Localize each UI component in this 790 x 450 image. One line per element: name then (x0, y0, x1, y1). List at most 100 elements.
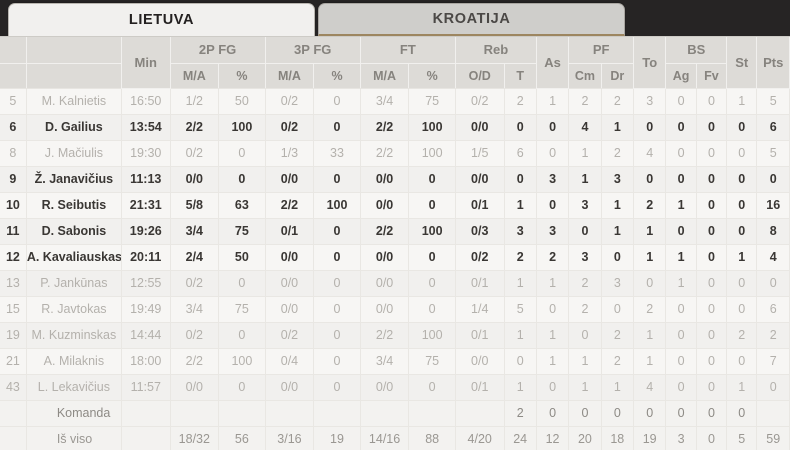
table-row[interactable]: 13 P. Jankūnas 12:55 0/2 0 0/0 0 0/0 0 0/1 1 1 2 3 0 1 0… (0, 270, 790, 297)
subheader-3pfg-pct[interactable]: % (313, 63, 361, 89)
stat-cell: 2 (601, 140, 635, 167)
stat-cell: 3 (536, 218, 570, 245)
player-name[interactable]: D. Gailius (26, 114, 122, 141)
header-to[interactable]: To (633, 37, 667, 89)
stat-cell: 0 (313, 348, 361, 375)
tab-lietuva[interactable]: LIETUVA (8, 3, 315, 36)
subheader-bs-fv[interactable]: Fv (696, 63, 728, 89)
stat-cell: 100 (408, 140, 456, 167)
stat-cell: 1 (504, 374, 537, 401)
stat-cell: 2 (504, 400, 537, 427)
table-row[interactable]: 43 L. Lekavičius 11:57 0/0 0 0/0 0 0/0 0 0/1 1 0 1 1 4… (0, 374, 790, 401)
table-row[interactable]: 12 A. Kavaliauskas 20:11 2/4 50 0/0 0 0/0 0 0/2 2 2… (0, 244, 790, 271)
stat-cell: 0 (665, 140, 697, 167)
player-number: 15 (0, 296, 27, 323)
stat-cell: 0 (408, 244, 456, 271)
table-row[interactable]: 11 D. Sabonis 19:26 3/4 75 0/1 0 2/2 100 0/3 3 3 0 1 1… (0, 218, 790, 245)
subheader-pf-dr[interactable]: Dr (601, 63, 635, 89)
player-name[interactable]: Ž. Janavičius (26, 166, 122, 193)
table-row[interactable]: 9 Ž. Janavičius 11:13 0/0 0 0/0 0 0/0 0 0/0 0 3 1 3 0 0… (0, 166, 790, 193)
player-name[interactable]: L. Lekavičius (26, 374, 122, 401)
table-row[interactable]: 5 M. Kalnietis 16:50 1/2 50 0/2 0 3/4 75 0/2 2 1 2 2 3… (0, 88, 790, 115)
stat-cell: 0 (218, 374, 266, 401)
stat-cell: 2 (568, 296, 602, 323)
stat-cell: 0 (696, 270, 728, 297)
stat-cell: 20 (568, 426, 602, 450)
player-number (0, 426, 27, 450)
stat-cell: 3 (504, 218, 537, 245)
stat-cell: 1 (504, 270, 537, 297)
table-row[interactable]: 10 R. Seibutis 21:31 5/8 63 2/2 100 0/0 0 0/1 1 0 3 1… (0, 192, 790, 219)
player-number: 13 (0, 270, 27, 297)
stat-cell: 100 (218, 348, 266, 375)
player-name[interactable]: M. Kalnietis (26, 88, 122, 115)
stat-cell: 1/5 (455, 140, 505, 167)
player-name[interactable]: R. Seibutis (26, 192, 122, 219)
header-ft[interactable]: FT (360, 37, 456, 64)
player-number: 6 (0, 114, 27, 141)
player-number: 10 (0, 192, 27, 219)
stat-cell: 0 (313, 270, 361, 297)
header-min[interactable]: Min (121, 37, 171, 89)
header-2pfg[interactable]: 2P FG (170, 37, 266, 64)
table-row[interactable]: 21 A. Milaknis 18:00 2/2 100 0/4 0 3/4 75 0/0 0 1 1 2… (0, 348, 790, 375)
subheader-reb-od[interactable]: O/D (455, 63, 505, 89)
tab-kroatija[interactable]: KROATIJA (318, 3, 625, 36)
stat-cell: 59 (756, 426, 790, 450)
table-body: 5 M. Kalnietis 16:50 1/2 50 0/2 0 3/4 75 0/2 2 1 2 2 3… (0, 88, 790, 450)
header-reb[interactable]: Reb (455, 37, 537, 64)
subheader-2pfg-pct[interactable]: % (218, 63, 266, 89)
player-number: 8 (0, 140, 27, 167)
player-name[interactable]: D. Sabonis (26, 218, 122, 245)
team-row: Komanda 2 0 0 0 0 0 0 0 (0, 400, 790, 427)
subheader-number-blank (0, 63, 27, 89)
stat-cell: 75 (408, 88, 456, 115)
stat-cell: 12 (536, 426, 570, 450)
table-row[interactable]: 19 M. Kuzminskas 14:44 0/2 0 0/2 0 2/2 100 0/1 1 1 0… (0, 322, 790, 349)
stat-cell: 0 (665, 88, 697, 115)
stat-cell: 0/1 (455, 270, 505, 297)
stat-cell: 2 (536, 244, 570, 271)
table-row[interactable]: 8 J. Mačiulis 19:30 0/2 0 1/3 33 2/2 100 1/5 6 0 1 2 4… (0, 140, 790, 167)
stat-cell: 0 (408, 374, 456, 401)
subheader-2pfg-ma[interactable]: M/A (170, 63, 220, 89)
stat-cell: 100 (313, 192, 361, 219)
table-row[interactable]: 6 D. Gailius 13:54 2/2 100 0/2 0 2/2 100 0/0 0 0 4 1 0… (0, 114, 790, 141)
stat-cell: 0 (408, 192, 456, 219)
subheader-pf-cm[interactable]: Cm (568, 63, 602, 89)
player-name[interactable]: A. Milaknis (26, 348, 122, 375)
stat-cell: 0 (218, 322, 266, 349)
header-pf[interactable]: PF (568, 37, 634, 64)
player-name[interactable]: J. Mačiulis (26, 140, 122, 167)
stat-cell: 0 (408, 296, 456, 323)
subheader-ft-ma[interactable]: M/A (360, 63, 410, 89)
table-row[interactable]: 15 R. Javtokas 19:49 3/4 75 0/0 0 0/0 0 1/4 5 0 2 0 2 0… (0, 296, 790, 323)
player-name[interactable]: M. Kuzminskas (26, 322, 122, 349)
header-3pfg[interactable]: 3P FG (265, 37, 361, 64)
stat-cell: 2/4 (170, 244, 220, 271)
player-name[interactable]: P. Jankūnas (26, 270, 122, 297)
subheader-reb-t[interactable]: T (504, 63, 537, 89)
header-st[interactable]: St (726, 37, 758, 89)
stat-cell: 0 (726, 348, 758, 375)
stat-cell: 0/2 (455, 244, 505, 271)
row-label: Iš viso (26, 426, 122, 450)
header-as[interactable]: As (536, 37, 570, 89)
stat-cell: 0 (313, 88, 361, 115)
stat-cell: 0 (536, 374, 570, 401)
stat-cell (121, 426, 171, 450)
stat-cell: 5 (756, 140, 790, 167)
stat-cell: 2 (756, 322, 790, 349)
stat-cell: 2/2 (360, 218, 410, 245)
subheader-bs-ag[interactable]: Ag (665, 63, 697, 89)
stat-cell: 1 (726, 88, 758, 115)
player-name[interactable]: R. Javtokas (26, 296, 122, 323)
subheader-ft-pct[interactable]: % (408, 63, 456, 89)
header-bs[interactable]: BS (665, 37, 728, 64)
player-name[interactable]: A. Kavaliauskas (26, 244, 122, 271)
stat-cell: 0/2 (455, 88, 505, 115)
player-number: 9 (0, 166, 27, 193)
stat-cell: 0 (696, 400, 728, 427)
header-pts[interactable]: Pts (756, 37, 790, 89)
subheader-3pfg-ma[interactable]: M/A (265, 63, 315, 89)
